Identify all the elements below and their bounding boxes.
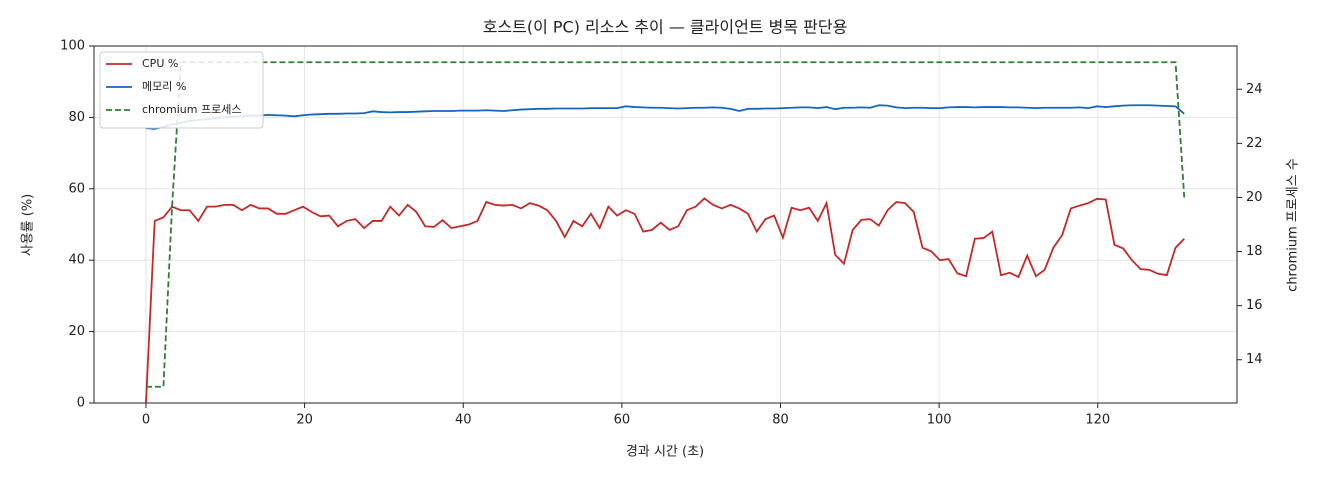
legend-box [99,51,264,129]
y2-tick-label: 20 [1246,190,1263,205]
y2-tick-label: 16 [1246,298,1263,313]
y-tick-label: 40 [68,253,85,268]
legend: CPU % 메모리 % chromium 프로세스 [99,51,264,129]
y-tick-label: 100 [60,39,85,54]
y2-tick-label: 18 [1246,244,1263,259]
legend-label: CPU % [142,57,178,70]
legend-label: 메모리 % [142,80,186,93]
y-axis-label: 사용률 (%) [21,194,36,257]
x-tick-label: 0 [142,413,150,428]
x-tick-label: 120 [1085,413,1110,428]
data-line [145,197,1185,404]
chart-title: 호스트(이 PC) 리소스 추이 — 클라이언트 병목 판단용 [483,18,848,37]
x-tick-label: 20 [296,413,313,428]
y2-axis-label: chromium 프로세스 수 [1286,158,1301,292]
y-tick-label: 0 [77,396,85,411]
data-line [145,104,1185,130]
y-tick-label: 80 [68,110,85,125]
y-tick-label: 60 [68,181,85,196]
y2-tick-label: 14 [1246,352,1263,367]
x-tick-label: 100 [927,413,952,428]
y2-tick-label: 22 [1246,136,1263,151]
x-tick-label: 40 [455,413,472,428]
data-line [145,61,1186,388]
plot-frame [93,45,1238,404]
x-axis-label: 경과 시간 (초) [626,445,704,460]
x-tick-label: 80 [772,413,789,428]
x-tick-label: 60 [614,413,631,428]
y-tick-label: 20 [68,324,85,339]
legend-label: chromium 프로세스 [142,103,241,116]
y2-tick-label: 24 [1246,82,1263,97]
